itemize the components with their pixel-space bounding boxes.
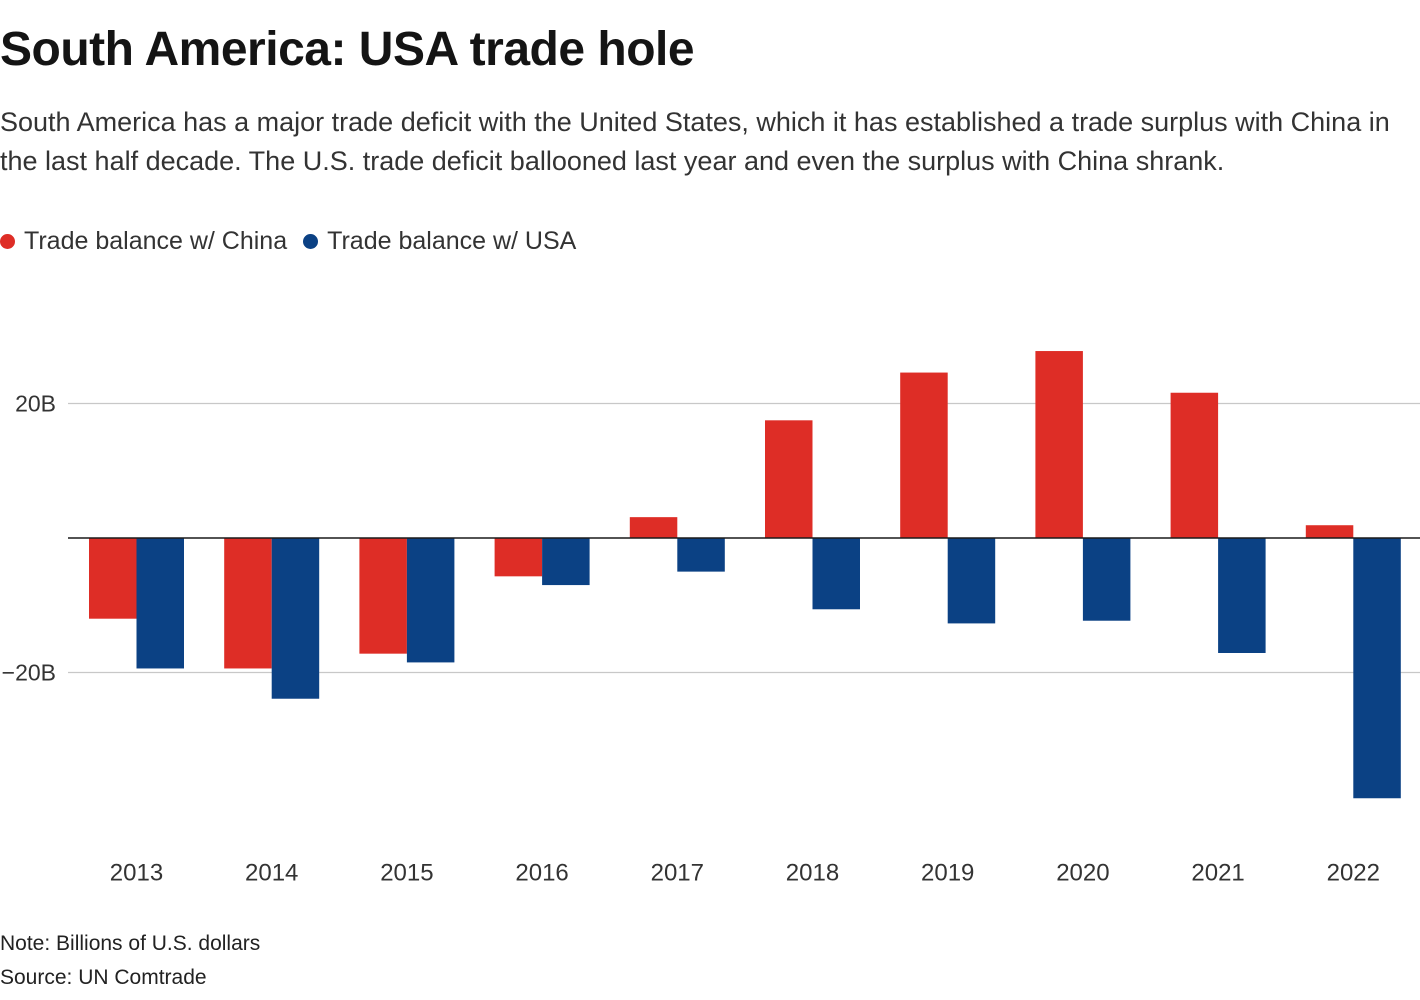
chart-source: Source: UN Comtrade bbox=[0, 966, 207, 989]
x-tick-label: 2016 bbox=[515, 860, 568, 887]
bar-china-2013 bbox=[89, 538, 137, 619]
x-tick-label: 2020 bbox=[1056, 860, 1109, 887]
bar-usa-2017 bbox=[677, 538, 725, 572]
bar-china-2021 bbox=[1170, 392, 1219, 538]
tick-labels: 20B −20B 2013 2014 2015 2016 2017 2018 2019 2020 2… bbox=[2, 391, 1380, 887]
bar-usa-2022 bbox=[1353, 538, 1401, 799]
bar-usa-2020 bbox=[1082, 538, 1131, 621]
bar-usa-2015 bbox=[406, 538, 455, 663]
x-tick-label: 2014 bbox=[245, 860, 298, 887]
bars bbox=[89, 351, 1401, 799]
bar-china-2015 bbox=[359, 538, 407, 654]
x-tick-label: 2019 bbox=[921, 860, 974, 887]
y-tick-label: 20B bbox=[15, 391, 56, 417]
x-tick-label: 2021 bbox=[1191, 860, 1244, 887]
legend-item-china: Trade balance w/ China bbox=[0, 227, 287, 256]
bar-china-2020 bbox=[1035, 351, 1083, 538]
legend-swatch-usa bbox=[303, 233, 319, 249]
legend: Trade balance w/ China Trade balance w/ … bbox=[0, 224, 592, 258]
chart-subtitle: South America has a major trade deficit … bbox=[0, 107, 1390, 176]
bar-chart: 20B −20B 2013 2014 2015 2016 2017 2018 2019 2020 2… bbox=[2, 351, 1420, 887]
legend-swatch-china bbox=[0, 233, 15, 249]
y-tick-label: −20B bbox=[2, 660, 56, 686]
bar-usa-2019 bbox=[947, 538, 996, 624]
x-tick-label: 2018 bbox=[786, 860, 839, 887]
bar-china-2018 bbox=[765, 420, 813, 538]
x-tick-label: 2013 bbox=[110, 860, 163, 887]
bar-usa-2013 bbox=[136, 538, 184, 669]
bar-usa-2018 bbox=[812, 538, 860, 610]
legend-label-usa: Trade balance w/ USA bbox=[327, 226, 577, 255]
x-tick-label: 2022 bbox=[1327, 860, 1380, 887]
bar-china-2017 bbox=[629, 517, 678, 538]
bar-usa-2021 bbox=[1218, 538, 1266, 653]
bar-china-2014 bbox=[224, 538, 272, 669]
x-tick-label: 2017 bbox=[651, 860, 704, 887]
bar-usa-2014 bbox=[271, 538, 320, 699]
bar-usa-2016 bbox=[542, 538, 590, 586]
bar-china-2016 bbox=[494, 538, 543, 577]
x-tick-label: 2015 bbox=[380, 860, 433, 887]
legend-label-china: Trade balance w/ China bbox=[24, 226, 288, 255]
bar-china-2022 bbox=[1305, 525, 1354, 538]
bar-china-2019 bbox=[900, 372, 948, 538]
chart-note: Note: Billions of U.S. dollars bbox=[0, 932, 261, 955]
chart-title: South America: USA trade hole bbox=[0, 23, 695, 76]
legend-item-usa: Trade balance w/ USA bbox=[303, 227, 576, 256]
